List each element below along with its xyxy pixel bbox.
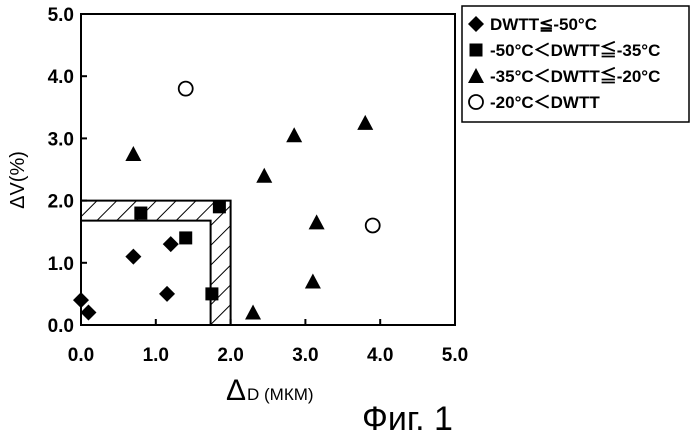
x-tick-label: 4.0: [367, 345, 393, 366]
y-tick-label: 4.0: [48, 67, 74, 88]
triangle-point: [245, 305, 261, 320]
diamond-point: [163, 236, 179, 252]
legend-entry: -50°C＜DWTT≦-35°C: [490, 40, 660, 60]
legend-circle-icon: [469, 95, 483, 109]
axis-ticks: 0.0 1.0 2.0 3.0 4.0 5.0 0.0 1.0 2.0 3.0 4.0 5.0: [48, 5, 469, 366]
y-axis-label: ΔV(%): [7, 151, 29, 209]
y-tick-label: 2.0: [48, 192, 74, 213]
x-tick-label: 0.0: [68, 345, 94, 366]
diamond-point: [125, 249, 141, 265]
square-point: [134, 207, 147, 220]
triangle-point: [125, 146, 141, 161]
diamond-point: [73, 292, 89, 308]
figure-caption: Фиг. 1: [362, 400, 453, 435]
plot-frame: [81, 14, 455, 325]
triangle-point: [286, 127, 302, 142]
square-point: [179, 231, 192, 244]
diamond-point: [80, 305, 96, 321]
x-tick-label: 2.0: [217, 345, 243, 366]
circle-point: [179, 82, 193, 96]
x-tick-label: 3.0: [292, 345, 318, 366]
triangle-point: [305, 273, 321, 288]
legend-entry: -35°C＜DWTT≦-20°C: [490, 66, 660, 86]
y-tick-label: 0.0: [48, 316, 74, 337]
triangle-point: [309, 214, 325, 229]
x-tick-label: 1.0: [143, 345, 169, 366]
diamond-point: [159, 286, 175, 302]
square-point: [205, 287, 218, 300]
x-tick-label: 5.0: [442, 345, 468, 366]
x-axis-label-symbol: Δ: [226, 374, 246, 407]
triangle-point: [357, 115, 373, 130]
legend-entry: -20°C＜DWTT: [490, 93, 600, 112]
circle-point: [366, 218, 380, 232]
legend-square-icon: [470, 44, 483, 57]
legend: DWTT≦-50°C -50°C＜DWTT≦-35°C -35°C＜DWTT≦-20…: [462, 6, 689, 122]
legend-entry: DWTT≦-50°C: [490, 15, 597, 34]
x-axis-label-sub: D (МКМ): [247, 385, 314, 404]
triangle-point: [256, 168, 272, 183]
axis-labels: ΔV(%) Δ D (МКМ): [7, 151, 314, 407]
y-tick-label: 1.0: [48, 254, 74, 275]
hatched-region: [81, 201, 231, 325]
y-tick-label: 5.0: [48, 5, 74, 26]
square-point: [213, 200, 226, 213]
y-tick-label: 3.0: [48, 129, 74, 150]
hatched-band: [81, 201, 231, 325]
